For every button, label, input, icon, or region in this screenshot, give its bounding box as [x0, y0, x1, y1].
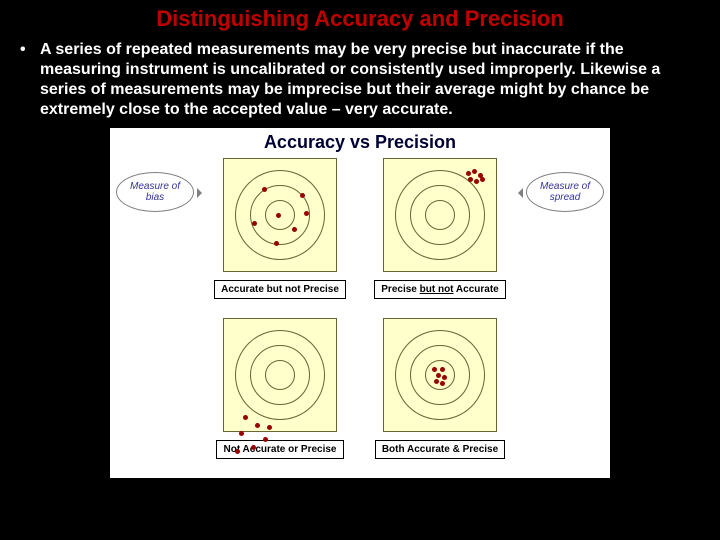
figure-title: Accuracy vs Precision [110, 128, 610, 153]
caption-accurate-not-precise: Accurate but not Precise [214, 280, 346, 299]
data-point-dot [434, 379, 439, 384]
body-bullet-text: A series of repeated measurements may be… [0, 32, 720, 128]
data-point-dot [276, 213, 281, 218]
accuracy-precision-figure: Accuracy vs Precision Measure of bias Ac… [110, 128, 610, 478]
target-ring [265, 360, 295, 390]
data-point-dot [239, 431, 244, 436]
panel-precise-not-accurate: Precise but not Accurate [374, 158, 505, 299]
data-point-dot [440, 381, 445, 386]
data-point-dot [255, 423, 260, 428]
data-point-dot [432, 367, 437, 372]
panel-both-accurate-precise: Both Accurate & Precise [375, 318, 505, 459]
data-point-dot [468, 177, 473, 182]
target-both-accurate-precise [383, 318, 497, 432]
data-point-dot [243, 415, 248, 420]
target-not-accurate-or-precise [223, 318, 337, 432]
panel-accurate-not-precise: Accurate but not Precise [214, 158, 346, 299]
target-ring [425, 200, 455, 230]
data-point-dot [442, 375, 447, 380]
data-point-dot [252, 221, 257, 226]
data-point-dot [292, 227, 297, 232]
callout-measure-of-spread: Measure of spread [526, 172, 604, 212]
data-point-dot [436, 373, 441, 378]
callout-measure-of-bias: Measure of bias [116, 172, 194, 212]
panel-not-accurate-or-precise: Not Accurate or Precise [216, 318, 343, 459]
caption-both-accurate-precise: Both Accurate & Precise [375, 440, 505, 459]
figure-grid: Measure of bias Accurate but not Precise… [110, 158, 610, 478]
data-point-dot [472, 169, 477, 174]
data-point-dot [480, 177, 485, 182]
data-point-dot [440, 367, 445, 372]
data-point-dot [262, 187, 267, 192]
data-point-dot [474, 179, 479, 184]
target-precise-not-accurate [383, 158, 497, 272]
data-point-dot [466, 171, 471, 176]
caption-precise-not-accurate: Precise but not Accurate [374, 280, 505, 299]
data-point-dot [267, 425, 272, 430]
data-point-dot [300, 193, 305, 198]
data-point-dot [304, 211, 309, 216]
data-point-dot [274, 241, 279, 246]
target-accurate-not-precise [223, 158, 337, 272]
slide-title: Distinguishing Accuracy and Precision [0, 0, 720, 32]
